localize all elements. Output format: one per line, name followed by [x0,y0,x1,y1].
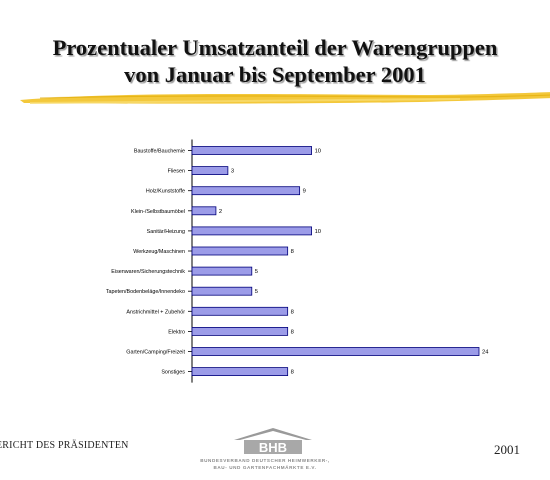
category-label: Klein-/Selbstbaumöbel [131,209,185,215]
bar [191,367,289,377]
data-label: 8 [291,370,294,376]
data-label: 5 [255,289,258,295]
bar [191,186,301,196]
category-label: Fliesen [168,169,185,175]
bar [191,146,312,155]
category-label: Elektro [168,329,185,335]
data-label: 8 [291,249,294,255]
category-label: Sonstiges [161,370,185,376]
footer-report-title: ERICHT DES PRÄSIDENTEN [0,440,129,451]
decorative-swoosh [20,92,550,104]
footer-year: 2001 [494,442,520,457]
data-label: 8 [291,329,294,335]
category-label: Baustoffe/Bauchemie [134,149,185,155]
bar [191,226,312,236]
title-line-1: Prozentualer Umsatzanteil der Warengrupp… [52,35,498,60]
category-label: Eisenwaren/Sicherungstechnik [111,269,185,275]
bar [191,266,253,276]
bhb-logo: BHB [228,426,318,461]
data-label: 5 [255,269,258,275]
data-label: 8 [291,309,294,315]
logo-subtitle-2: BAU- UND GARTENFACHMÄRKTE E.V. [213,465,317,470]
bar [191,206,217,216]
bar [191,246,289,256]
category-label: Garten/Camping/Freizeit [126,350,185,356]
data-label: 3 [231,169,234,175]
bar [191,326,289,336]
bar-chart: Baustoffe/Bauchemie 10 Fliesen 3 Holz/Kunsts… [106,139,489,383]
bar [191,286,253,296]
data-label: 9 [303,189,306,195]
category-label: Holz/Kunststoffe [146,189,185,195]
bar [191,306,289,316]
bar [191,347,480,356]
title-line-2: von Januar bis September 2001 [124,62,426,87]
category-label: Anstrichmittel + Zubehör [126,309,185,315]
category-label: Werkzeug/Maschinen [133,249,185,255]
logo-text: BHB [259,440,287,455]
data-label: 2 [219,209,222,215]
category-label: Sanitär/Heizung [147,229,185,235]
logo-subtitle-1: BUNDESVERBAND DEUTSCHER HEIMWERKER-, [200,458,330,463]
data-label: 24 [482,350,489,356]
data-label: 10 [315,149,321,155]
bar [191,166,229,176]
house-icon: BHB [234,428,312,455]
category-label: Tapeten/Bodenbeläge/Innendeko [106,289,185,295]
page-title: Prozentualer Umsatzanteil der Warengrupp… [0,34,550,88]
data-label: 10 [315,229,321,235]
